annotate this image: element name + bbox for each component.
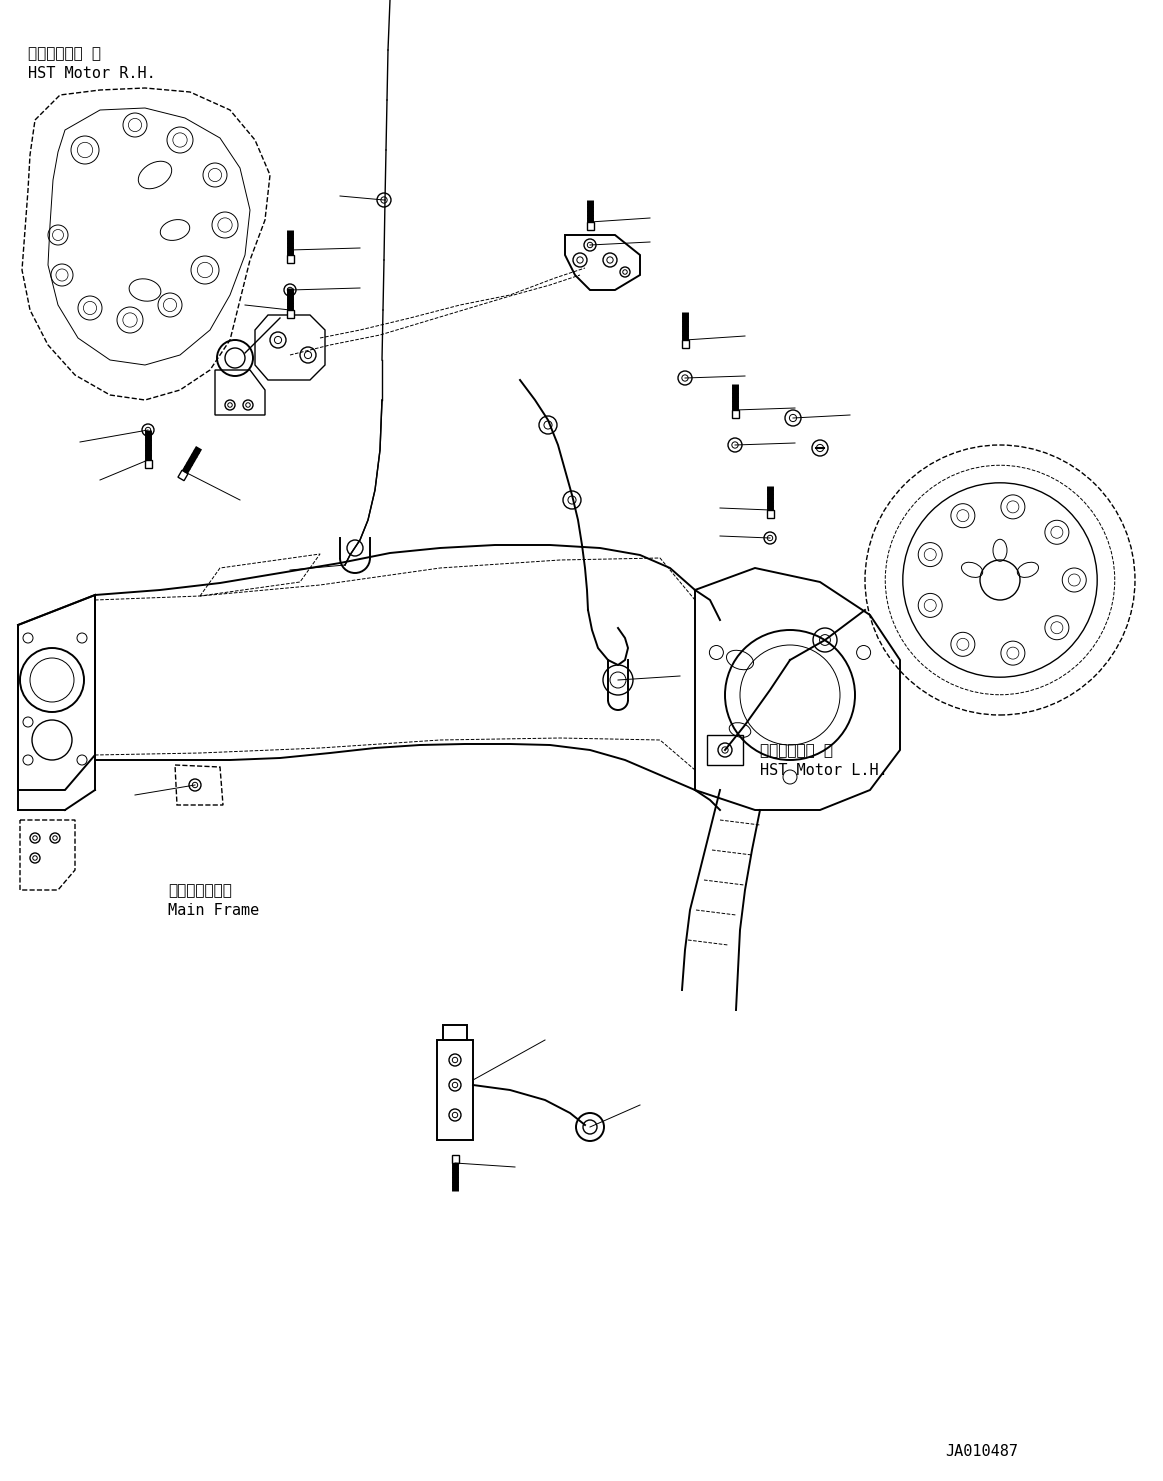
Circle shape bbox=[50, 832, 60, 843]
Circle shape bbox=[816, 444, 823, 452]
Circle shape bbox=[790, 415, 797, 422]
Circle shape bbox=[544, 421, 552, 429]
Circle shape bbox=[145, 428, 151, 432]
Circle shape bbox=[768, 535, 772, 541]
Circle shape bbox=[30, 853, 40, 863]
Circle shape bbox=[573, 253, 587, 267]
Circle shape bbox=[270, 332, 286, 348]
Circle shape bbox=[622, 270, 627, 274]
Circle shape bbox=[377, 193, 391, 207]
Circle shape bbox=[732, 441, 739, 449]
Circle shape bbox=[568, 496, 576, 504]
Circle shape bbox=[305, 351, 312, 358]
Polygon shape bbox=[682, 341, 688, 348]
Circle shape bbox=[820, 634, 830, 646]
Circle shape bbox=[245, 403, 250, 407]
Circle shape bbox=[224, 400, 235, 410]
Circle shape bbox=[452, 1057, 458, 1063]
Polygon shape bbox=[586, 222, 593, 230]
Circle shape bbox=[607, 256, 613, 264]
Text: ＨＳＴモータ 右: ＨＳＴモータ 右 bbox=[28, 46, 101, 61]
Circle shape bbox=[620, 267, 630, 277]
Circle shape bbox=[813, 628, 837, 652]
Circle shape bbox=[718, 743, 732, 757]
Polygon shape bbox=[144, 461, 151, 468]
Circle shape bbox=[192, 782, 198, 788]
Text: ＨＳＴモータ 左: ＨＳＴモータ 左 bbox=[759, 743, 833, 758]
Circle shape bbox=[764, 532, 776, 544]
Text: HST Motor L.H.: HST Motor L.H. bbox=[759, 763, 887, 778]
Circle shape bbox=[602, 253, 618, 267]
Circle shape bbox=[728, 438, 742, 452]
Circle shape bbox=[449, 1054, 461, 1066]
Circle shape bbox=[30, 832, 40, 843]
Circle shape bbox=[812, 440, 828, 456]
Circle shape bbox=[380, 197, 387, 203]
Circle shape bbox=[785, 410, 801, 427]
Circle shape bbox=[300, 347, 316, 363]
Circle shape bbox=[538, 416, 557, 434]
Circle shape bbox=[452, 1083, 458, 1087]
Circle shape bbox=[190, 779, 201, 791]
Circle shape bbox=[52, 835, 57, 840]
Polygon shape bbox=[286, 310, 293, 318]
Circle shape bbox=[563, 492, 582, 509]
Polygon shape bbox=[286, 255, 293, 264]
Circle shape bbox=[678, 372, 692, 385]
Circle shape bbox=[284, 284, 297, 296]
Circle shape bbox=[449, 1080, 461, 1091]
Circle shape bbox=[33, 835, 37, 840]
Circle shape bbox=[722, 746, 728, 754]
Circle shape bbox=[682, 375, 688, 381]
Circle shape bbox=[228, 403, 233, 407]
Polygon shape bbox=[451, 1155, 458, 1163]
Text: HST Motor R.H.: HST Motor R.H. bbox=[28, 67, 156, 81]
Text: メインフレーム: メインフレーム bbox=[167, 883, 231, 897]
Circle shape bbox=[449, 1109, 461, 1121]
Circle shape bbox=[274, 336, 281, 344]
Circle shape bbox=[287, 287, 293, 293]
Circle shape bbox=[577, 256, 583, 264]
Circle shape bbox=[142, 424, 154, 435]
Text: Main Frame: Main Frame bbox=[167, 903, 259, 918]
Circle shape bbox=[243, 400, 254, 410]
Circle shape bbox=[587, 243, 593, 247]
Text: JA010487: JA010487 bbox=[946, 1444, 1018, 1459]
Circle shape bbox=[584, 238, 595, 250]
Polygon shape bbox=[732, 410, 739, 418]
Polygon shape bbox=[178, 471, 188, 481]
Circle shape bbox=[452, 1112, 458, 1118]
Circle shape bbox=[33, 856, 37, 860]
Polygon shape bbox=[766, 509, 773, 518]
